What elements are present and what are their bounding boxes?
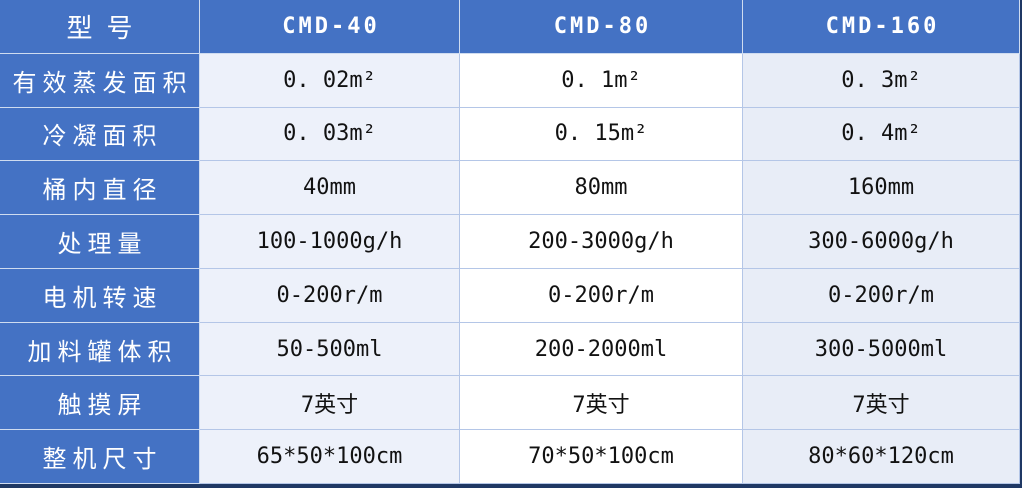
row-label-condensation-area: 冷凝面积 — [0, 107, 200, 162]
table-cell: 200-2000ml — [460, 322, 743, 377]
header-cmd-80: CMD-80 — [460, 0, 743, 54]
table-cell: 160mm — [743, 161, 1020, 216]
header-model-label: 型号 — [0, 0, 200, 54]
table-cell: 200-3000g/h — [460, 215, 743, 269]
table-cell: 0. 15m² — [460, 107, 743, 162]
table-cell: 0. 02m² — [200, 53, 460, 108]
table-cell: 0. 1m² — [460, 53, 743, 108]
table-cell: 0. 3m² — [743, 53, 1020, 108]
table-cell: 7英寸 — [200, 376, 460, 431]
table-cell: 300-6000g/h — [743, 215, 1020, 269]
table-cell: 80mm — [460, 161, 743, 216]
table-cell: 0-200r/m — [460, 268, 743, 323]
table-cell: 65*50*100cm — [200, 430, 460, 484]
table-cell: 7英寸 — [460, 376, 743, 431]
table-cell: 0. 4m² — [743, 107, 1020, 162]
table-cell: 300-5000ml — [743, 322, 1020, 377]
table-cell: 80*60*120cm — [743, 430, 1020, 484]
table-cell: 0-200r/m — [200, 268, 460, 323]
table-cell: 70*50*100cm — [460, 430, 743, 484]
table-cell: 0-200r/m — [743, 268, 1020, 323]
row-label-throughput: 处理量 — [0, 215, 200, 269]
row-label-overall-dimensions: 整机尺寸 — [0, 430, 200, 484]
row-label-touch-screen: 触摸屏 — [0, 376, 200, 431]
table-cell: 0. 03m² — [200, 107, 460, 162]
row-label-motor-speed: 电机转速 — [0, 268, 200, 323]
table-cell: 40mm — [200, 161, 460, 216]
table-bottom-border — [0, 484, 1022, 488]
row-label-barrel-diameter: 桶内直径 — [0, 161, 200, 216]
table-cell: 100-1000g/h — [200, 215, 460, 269]
header-cmd-40: CMD-40 — [200, 0, 460, 54]
row-label-evaporation-area: 有效蒸发面积 — [0, 53, 200, 108]
table-cell: 50-500ml — [200, 322, 460, 377]
row-label-feed-tank-volume: 加料罐体积 — [0, 322, 200, 377]
header-cmd-160: CMD-160 — [743, 0, 1020, 54]
table-cell: 7英寸 — [743, 376, 1020, 431]
